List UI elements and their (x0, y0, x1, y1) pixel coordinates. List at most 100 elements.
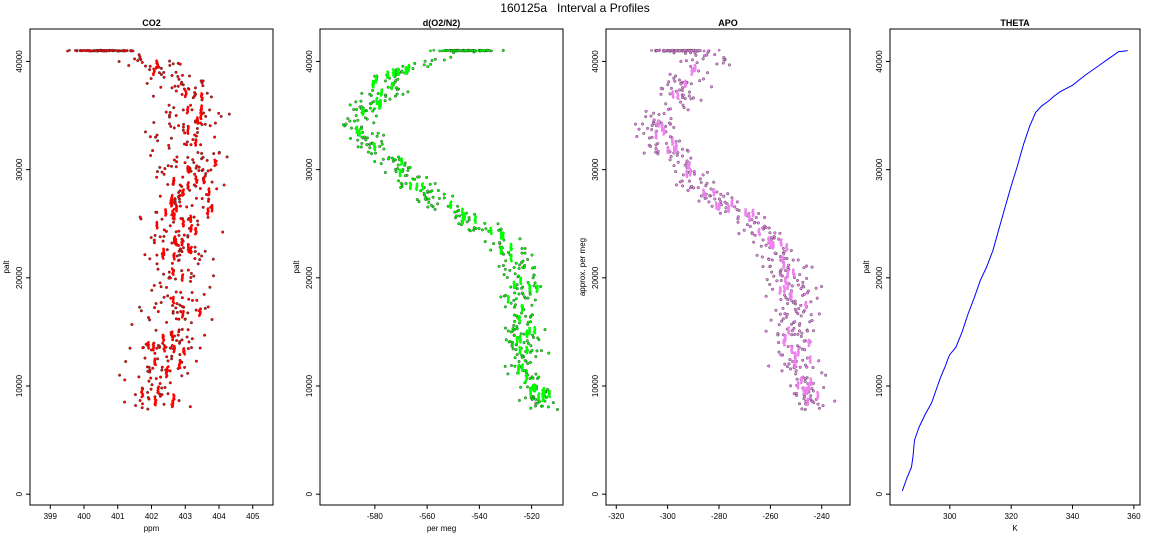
data-point (709, 187, 713, 191)
data-point (411, 66, 415, 70)
data-point (383, 99, 387, 103)
data-point (349, 126, 353, 130)
data-point (180, 73, 184, 77)
data-point (150, 288, 154, 292)
data-point (714, 201, 718, 204)
data-point (186, 268, 190, 272)
data-point (497, 264, 501, 268)
data-point (205, 158, 209, 162)
data-point (156, 267, 160, 271)
data-point (178, 353, 182, 357)
data-point (361, 107, 365, 111)
data-point (408, 181, 412, 185)
data-point (677, 78, 681, 82)
data-point (390, 81, 394, 85)
data-point (779, 298, 783, 302)
data-point (140, 389, 144, 393)
data-point (394, 78, 398, 82)
data-point (679, 100, 683, 104)
data-point (680, 88, 684, 92)
data-point (191, 96, 195, 100)
data-point (178, 183, 182, 187)
data-point (512, 323, 516, 327)
data-point (368, 142, 372, 146)
data-point (675, 153, 679, 157)
data-point (805, 356, 809, 360)
data-point (171, 399, 175, 403)
data-point (153, 135, 157, 139)
data-point (175, 310, 179, 314)
data-point (188, 405, 192, 409)
data-point (166, 359, 170, 363)
data-point (155, 220, 159, 224)
data-point (171, 311, 175, 315)
data-point (801, 310, 805, 314)
y-tick-label: 20000 (591, 266, 600, 289)
data-point (384, 79, 388, 83)
data-point (457, 208, 461, 212)
data-point (790, 329, 794, 333)
data-point (768, 231, 772, 235)
data-point (518, 346, 521, 349)
panel-apo: APO -320 -300 -280 -260 -240 0 10000 20000 30000 4… (578, 18, 851, 521)
data-point (463, 49, 467, 52)
data-point (515, 353, 519, 357)
data-point (438, 49, 441, 53)
data-point (697, 49, 701, 53)
data-point (153, 306, 157, 310)
data-point (789, 367, 793, 371)
data-point (675, 142, 678, 146)
data-point (525, 339, 529, 343)
data-point (784, 296, 788, 300)
data-point (89, 49, 92, 53)
data-point (530, 397, 534, 401)
data-point (200, 104, 203, 107)
series-line (901, 50, 1128, 492)
data-point (175, 204, 178, 207)
y-tick-label: 20000 (305, 266, 314, 289)
data-point (86, 49, 90, 52)
data-point (713, 53, 717, 57)
data-point (513, 356, 517, 360)
data-point (158, 165, 162, 169)
data-point (686, 188, 690, 192)
data-point (519, 332, 523, 336)
data-point (774, 308, 778, 312)
data-point (526, 296, 530, 300)
y-tick-label: 40000 (875, 50, 884, 73)
data-point (139, 309, 143, 313)
data-point (514, 348, 518, 352)
x-tick-label: -580 (367, 512, 384, 521)
data-point (372, 100, 376, 104)
data-point (201, 205, 205, 209)
data-point (177, 317, 181, 321)
data-point (207, 187, 211, 190)
data-point (782, 252, 786, 256)
data-point (789, 384, 793, 388)
x-tick-label: 399 (44, 512, 58, 521)
data-point (152, 67, 155, 71)
data-point (680, 147, 684, 151)
y-axis-label: palt (292, 260, 301, 274)
data-point (148, 318, 152, 322)
data-point (483, 240, 487, 244)
data-point (798, 329, 802, 333)
data-point (172, 208, 176, 211)
data-point (529, 395, 533, 399)
data-point (140, 386, 144, 390)
data-point (181, 128, 185, 132)
data-point (534, 397, 538, 401)
data-point (777, 323, 781, 327)
data-point (543, 328, 547, 332)
data-point (713, 197, 717, 201)
data-point (672, 125, 676, 129)
x-tick-label: 400 (77, 512, 91, 521)
data-point (501, 49, 505, 53)
data-point (670, 49, 674, 52)
data-point (361, 130, 365, 134)
data-point (192, 160, 196, 164)
data-point (200, 92, 203, 95)
data-point (514, 297, 518, 301)
data-point (169, 124, 173, 128)
data-point (533, 281, 537, 285)
